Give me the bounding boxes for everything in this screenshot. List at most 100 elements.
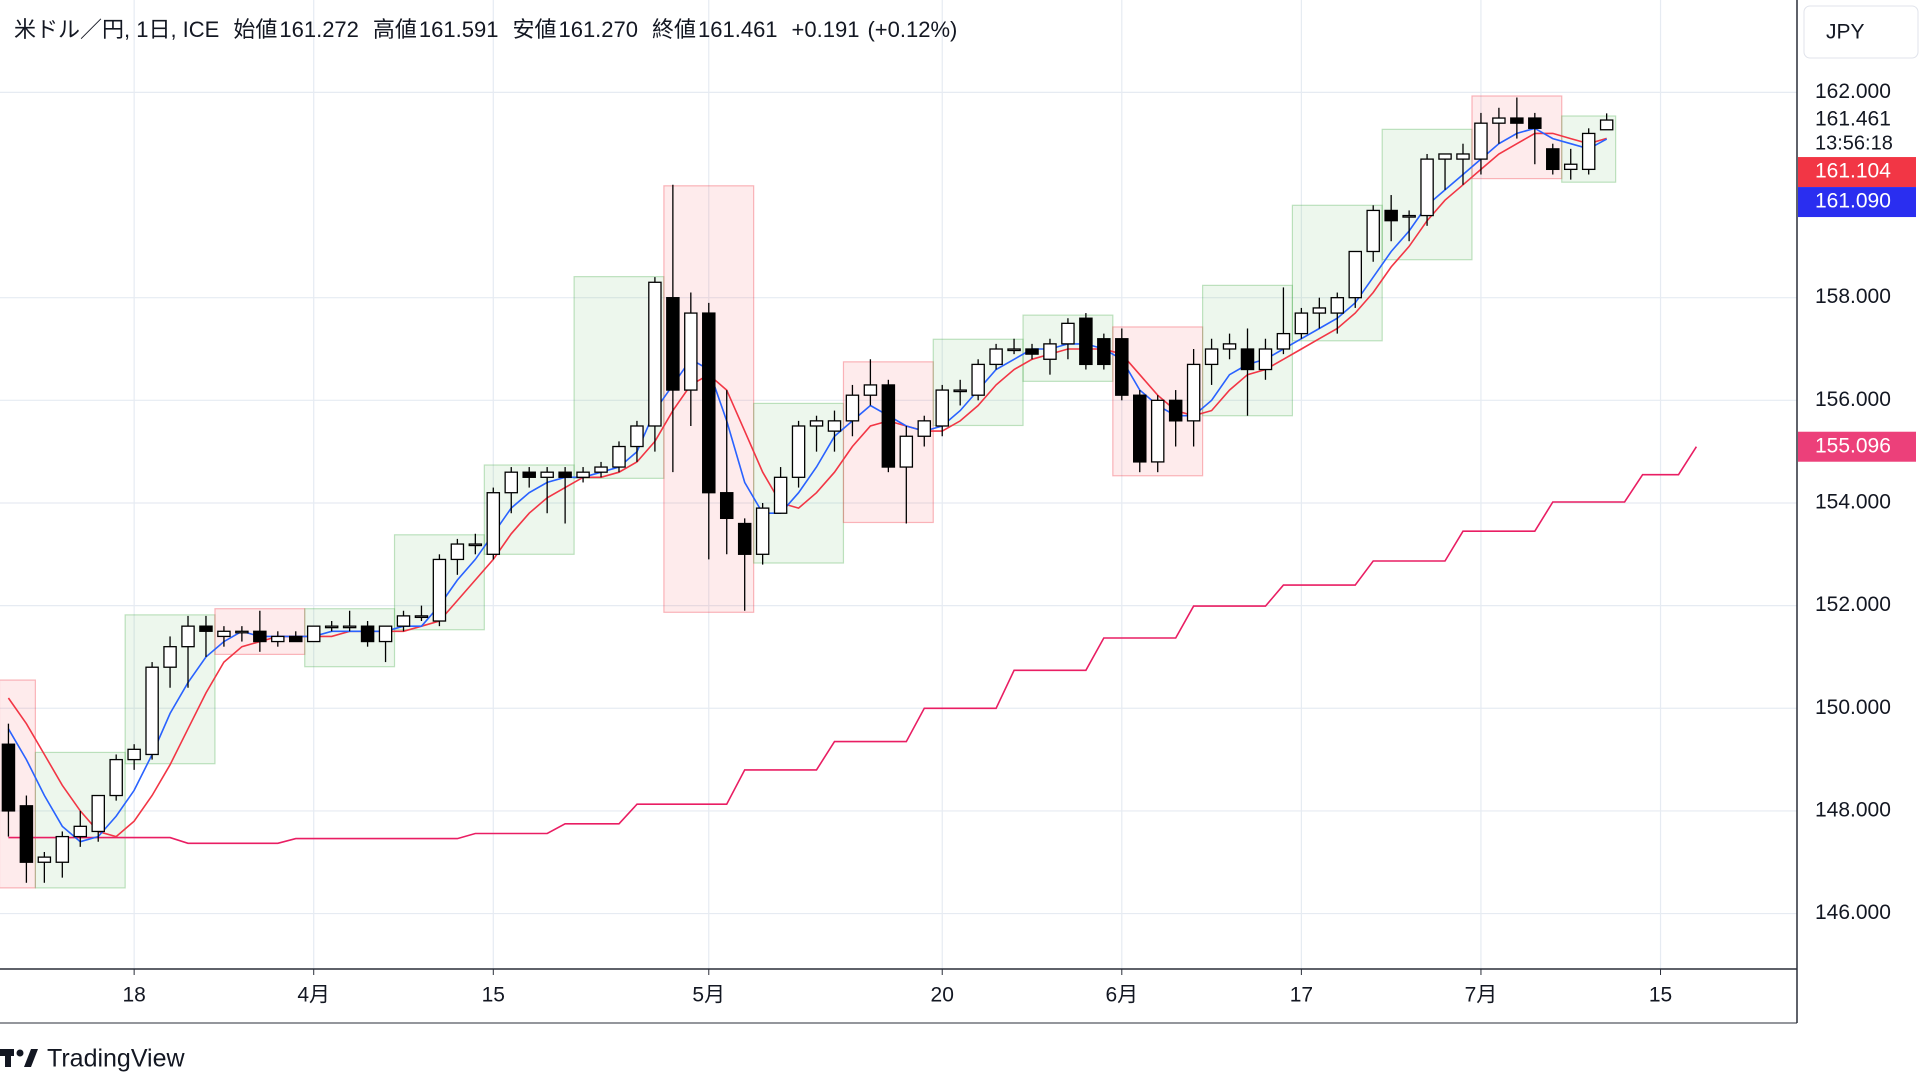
y-tick-label: 146.000	[1815, 901, 1891, 924]
candle-body	[324, 625, 339, 629]
candle-body	[289, 635, 303, 643]
x-tick-label: 15	[1649, 984, 1672, 1007]
candle-body	[702, 312, 716, 494]
candle-body	[1240, 348, 1255, 371]
candle-body	[37, 856, 52, 863]
plot-area	[0, 0, 1797, 969]
y-tick-label: 154.000	[1815, 491, 1891, 514]
candle-body	[1204, 348, 1219, 366]
candle-body	[1366, 209, 1380, 253]
brand-logo	[0, 1049, 38, 1067]
candle-body	[1007, 348, 1021, 352]
candle-body	[109, 758, 123, 797]
candle-body	[1222, 343, 1237, 350]
candle-body	[791, 425, 806, 478]
candle-body	[1258, 348, 1273, 371]
candle-body	[1599, 119, 1614, 131]
candle-body	[396, 615, 411, 627]
candle-body	[163, 646, 177, 668]
change-pct: (+0.12%)	[867, 17, 957, 42]
candle-body	[306, 625, 321, 643]
currency[interactable]: JPY	[1826, 21, 1865, 44]
candle-body	[1294, 312, 1309, 335]
symbol: 米ドル／円, 1日, ICE	[14, 17, 219, 42]
candle-body	[737, 522, 752, 555]
field-value: 161.270	[558, 17, 638, 42]
price-label-bg	[1798, 157, 1916, 188]
candle-body	[468, 543, 483, 547]
currency-button[interactable]	[1803, 5, 1919, 59]
field-label: 高値	[373, 17, 417, 42]
candle-body	[1581, 132, 1596, 171]
brand: TradingView	[47, 1045, 186, 1073]
price-label-bg	[1798, 187, 1916, 218]
price-label: 161.104	[1815, 160, 1891, 183]
candle-body	[1186, 363, 1201, 422]
candle-body	[1456, 153, 1470, 160]
candle-body	[91, 794, 105, 833]
candle-body	[935, 389, 949, 427]
candle-body	[1061, 322, 1075, 345]
field-label: 安値	[512, 17, 556, 42]
candle-body	[558, 471, 572, 478]
candle-body	[827, 420, 842, 432]
candle-body	[253, 630, 267, 643]
candle-body	[271, 635, 285, 643]
price-label: 161.090	[1815, 190, 1891, 213]
candle-body	[881, 384, 896, 468]
field-value: 161.272	[279, 17, 359, 42]
candle-body	[1438, 153, 1452, 160]
candle-body	[1276, 332, 1291, 350]
x-tick-label: 4月	[297, 984, 330, 1007]
field-value: 161.461	[698, 17, 778, 42]
x-tick-label: 20	[931, 984, 954, 1007]
candle-body	[845, 394, 860, 422]
candle-body	[1133, 394, 1147, 463]
price-label-bg	[1798, 105, 1916, 158]
candle-body	[755, 507, 770, 555]
x-tick-label: 18	[122, 984, 145, 1007]
field-label: 終値	[652, 17, 696, 42]
candle-body	[73, 825, 88, 838]
candle-body	[414, 615, 429, 619]
y-tick-label: 158.000	[1815, 285, 1891, 308]
candle-body	[1528, 117, 1542, 129]
x-tick-label: 7月	[1465, 984, 1498, 1007]
candle-body	[1330, 297, 1345, 314]
candle-body	[1474, 122, 1488, 160]
candle-body	[432, 558, 447, 622]
candle-body	[989, 348, 1003, 366]
candle-body	[1402, 214, 1416, 218]
countdown: 13:56:18	[1815, 132, 1893, 154]
candle-body	[1492, 117, 1506, 124]
candle-body	[773, 476, 788, 514]
candle-body	[1168, 399, 1183, 422]
candle-body	[863, 384, 878, 396]
candle-body	[1025, 348, 1039, 355]
candle-body	[1348, 250, 1363, 299]
candle-body	[576, 471, 590, 478]
candle-body	[1, 743, 16, 812]
x-tick-label: 17	[1290, 984, 1313, 1007]
candle-body	[522, 471, 536, 478]
candle-body	[971, 363, 985, 396]
candle-body	[1384, 209, 1398, 222]
y-tick-label: 150.000	[1815, 696, 1891, 719]
candle-body	[181, 625, 195, 648]
candle-body	[1150, 399, 1165, 463]
candle-body	[342, 625, 357, 629]
candle-body	[1420, 158, 1434, 217]
y-tick-label: 162.000	[1815, 80, 1891, 103]
header: 米ドル／円, 1日, ICE 始値161.272 高値161.591 安値161.27…	[14, 17, 957, 42]
candle-body	[1312, 307, 1327, 314]
indicator-line	[8, 446, 1698, 845]
candle-body	[1079, 317, 1093, 366]
price-label: 155.096	[1815, 434, 1891, 457]
price-label-bg	[1798, 431, 1916, 462]
candle-body	[19, 805, 34, 863]
y-tick-label: 152.000	[1815, 593, 1891, 616]
candle-body	[486, 492, 501, 555]
candle-body	[953, 389, 967, 393]
